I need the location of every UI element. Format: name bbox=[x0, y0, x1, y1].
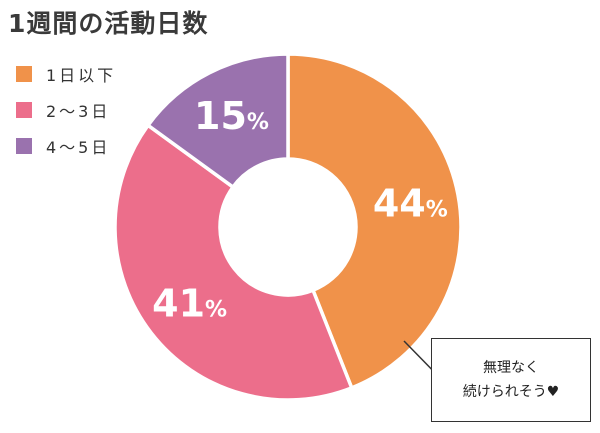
legend-item-4-5-days: 4〜5日 bbox=[16, 128, 116, 164]
callout-line-2: 続けられそう♥ bbox=[462, 384, 560, 400]
legend-label: 4〜5日 bbox=[46, 138, 111, 157]
legend-item-1-day-or-less: 1日以下 bbox=[16, 56, 116, 92]
slice-label-value: 15 bbox=[194, 94, 247, 138]
slice-labels: 44%41%15% bbox=[152, 94, 448, 325]
legend-swatch-pink bbox=[16, 102, 32, 118]
slice-label-value: 41 bbox=[152, 281, 205, 325]
annotation-callout: 無理なく 続けられそう♥ bbox=[431, 338, 591, 422]
legend-item-2-3-days: 2〜3日 bbox=[16, 92, 116, 128]
legend-label: 2〜3日 bbox=[46, 102, 111, 121]
slice-label-4-5-days: 15% bbox=[194, 94, 269, 138]
slice-label-value: 44 bbox=[373, 182, 426, 226]
legend-label: 1日以下 bbox=[46, 66, 117, 85]
slice-label-1-day-or-less: 44% bbox=[373, 182, 448, 226]
chart-title: 1週間の活動日数 bbox=[8, 9, 209, 38]
slice-label-unit: % bbox=[205, 297, 227, 322]
legend-swatch-orange bbox=[16, 66, 32, 82]
donut-slices bbox=[113, 52, 463, 402]
callout-line-1: 無理なく bbox=[483, 360, 539, 376]
legend-swatch-purple bbox=[16, 138, 32, 154]
slice-2-3-days bbox=[113, 122, 354, 402]
legend: 1日以下 2〜3日 4〜5日 bbox=[16, 56, 116, 164]
slice-label-unit: % bbox=[426, 198, 448, 223]
slice-4-5-days bbox=[145, 52, 290, 190]
slice-label-unit: % bbox=[247, 110, 269, 135]
slice-label-2-3-days: 41% bbox=[152, 281, 227, 325]
slice-1-day-or-less bbox=[286, 52, 463, 391]
